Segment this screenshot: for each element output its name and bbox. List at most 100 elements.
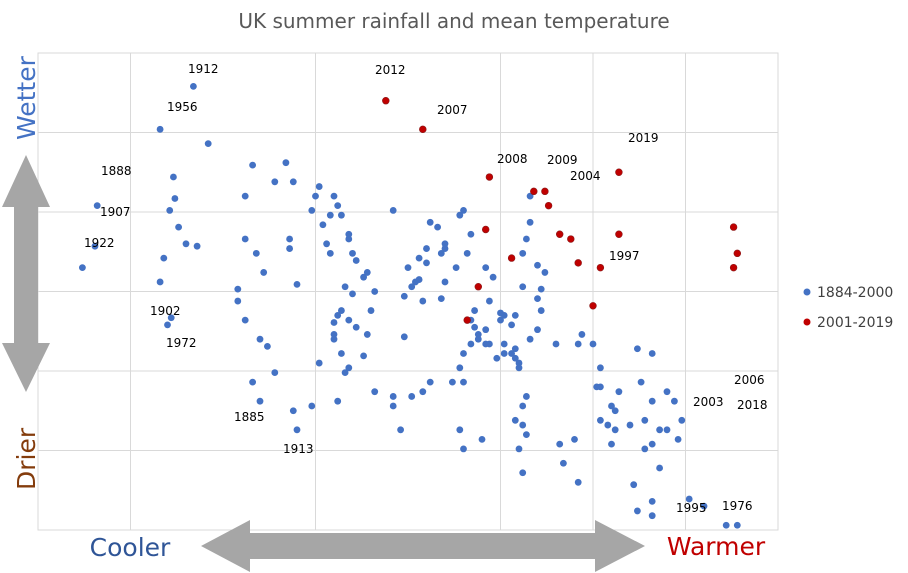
- point-1884-2000: [334, 311, 342, 319]
- point-1884-2000: [519, 469, 527, 477]
- year-label-1997: 1997: [609, 249, 640, 263]
- point-1884-2000: [589, 340, 597, 348]
- point-1884-2000: [241, 235, 249, 243]
- point-1884-2000: [541, 269, 549, 276]
- point-1884-2000: [519, 249, 527, 257]
- point-1884-2000: [415, 254, 423, 262]
- point-1884-2000: [493, 354, 501, 362]
- point-1884-2000: [452, 264, 460, 272]
- point-1884-2000: [326, 249, 334, 257]
- point-2001-2019: [729, 263, 738, 272]
- point-1884-2000: [193, 242, 201, 250]
- point-1884-2000: [408, 283, 416, 291]
- point-labels: 1912 1956 2012 2007 2019 1888 2008 2009 2004 1907…: [84, 62, 768, 515]
- point-1884-2000: [167, 314, 175, 322]
- point-1884-2000: [511, 311, 519, 319]
- point-1884-2000: [511, 345, 519, 353]
- point-1884-2000: [648, 512, 656, 520]
- point-1884-2000: [482, 264, 490, 272]
- point-1884-2000: [249, 161, 256, 169]
- point-2001-2019: [574, 259, 582, 267]
- point-1884-2000: [471, 307, 478, 314]
- point-1884-2000: [537, 307, 545, 314]
- point-1884-2000: [241, 316, 249, 324]
- point-1884-2000: [519, 402, 527, 410]
- point-1884-2000: [641, 416, 649, 424]
- point-1884-2000: [352, 257, 360, 264]
- point-1884-2000: [426, 218, 434, 226]
- point-1884-2000: [508, 321, 515, 329]
- point-1884-2000: [534, 261, 541, 269]
- point-1884-2000: [264, 342, 271, 350]
- point-2001-2019: [419, 125, 427, 134]
- point-1884-2000: [634, 345, 641, 353]
- point-1884-2000: [170, 173, 177, 181]
- point-1884-2000: [678, 416, 686, 424]
- point-1884-2000: [597, 416, 604, 424]
- point-1884-2000: [156, 278, 164, 286]
- point-1884-2000: [467, 340, 475, 348]
- year-label-2019: 2019: [628, 131, 659, 145]
- point-1884-2000: [700, 502, 708, 510]
- point-1884-2000: [345, 316, 353, 324]
- point-2001-2019: [530, 187, 538, 196]
- point-2001-2019: [544, 201, 553, 210]
- point-2001-2019: [567, 235, 575, 243]
- point-1884-2000: [523, 235, 530, 243]
- point-1884-2000: [552, 340, 560, 348]
- point-2001-2019: [596, 263, 605, 272]
- point-1884-2000: [626, 421, 634, 429]
- point-1884-2000: [597, 364, 604, 372]
- point-2001-2019: [589, 302, 597, 310]
- point-1884-2000: [486, 340, 493, 348]
- warmer-label: Warmer: [667, 532, 766, 561]
- point-1884-2000: [608, 402, 615, 410]
- point-1884-2000: [334, 397, 342, 405]
- point-1884-2000: [371, 388, 379, 396]
- point-1884-2000: [338, 211, 345, 219]
- point-1884-2000: [671, 397, 678, 405]
- year-label-1956: 1956: [167, 100, 198, 114]
- point-1884-2000: [523, 393, 530, 400]
- year-label-2003: 2003: [693, 395, 724, 409]
- point-1884-2000: [308, 207, 316, 214]
- point-1884-2000: [460, 378, 467, 386]
- point-1884-2000: [426, 378, 434, 386]
- point-1884-2000: [289, 178, 297, 186]
- point-1884-2000: [500, 311, 508, 319]
- year-label-2012: 2012: [375, 63, 406, 77]
- point-1884-2000: [315, 183, 323, 190]
- point-1884-2000: [556, 440, 564, 448]
- point-1884-2000: [412, 278, 419, 286]
- point-1884-2000: [574, 340, 582, 348]
- point-1884-2000: [685, 495, 693, 503]
- point-1884-2000: [474, 331, 482, 338]
- point-1884-2000: [326, 211, 334, 219]
- point-1884-2000: [571, 435, 578, 443]
- point-1884-2000: [597, 383, 604, 391]
- year-label-2008: 2008: [497, 152, 528, 166]
- point-1884-2000: [474, 335, 482, 343]
- point-1884-2000: [648, 397, 656, 405]
- point-1884-2000: [663, 426, 671, 434]
- legend-label-series1: 1884-2000: [817, 285, 893, 301]
- point-1884-2000: [330, 319, 338, 326]
- point-1884-2000: [456, 426, 464, 434]
- point-1884-2000: [478, 435, 486, 443]
- year-label-1885: 1885: [234, 410, 265, 424]
- point-1884-2000: [467, 230, 475, 238]
- point-1884-2000: [315, 359, 323, 367]
- point-1884-2000: [91, 242, 99, 250]
- point-1884-2000: [182, 240, 190, 248]
- point-1884-2000: [271, 369, 279, 376]
- year-label-2006: 2006: [734, 373, 765, 387]
- vertical-arrow-icon: [2, 155, 50, 392]
- data-points: [79, 82, 741, 529]
- point-1884-2000: [437, 295, 445, 303]
- legend-marker-series2: [803, 318, 811, 326]
- point-1884-2000: [345, 364, 353, 372]
- grid: [37, 52, 779, 531]
- point-1884-2000: [323, 240, 330, 248]
- point-1884-2000: [271, 178, 279, 186]
- point-1884-2000: [437, 249, 445, 257]
